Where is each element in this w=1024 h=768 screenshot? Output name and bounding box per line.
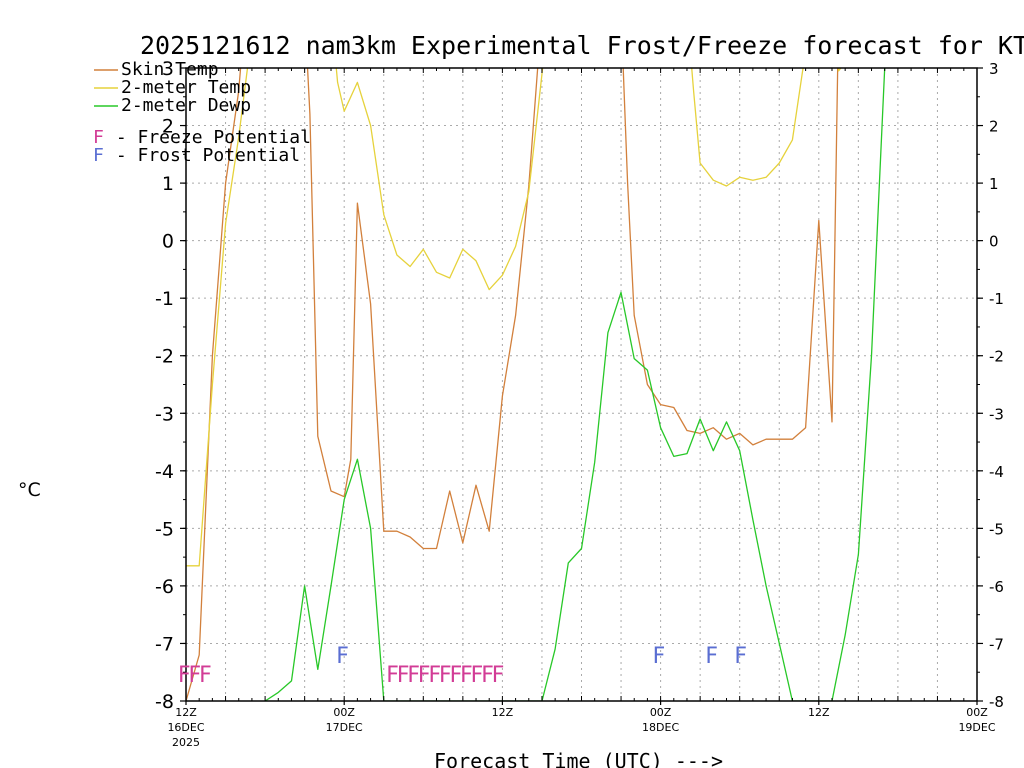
y-tick-label: -5 xyxy=(155,518,174,540)
y-tick-label-right: -3 xyxy=(989,405,1004,423)
y-tick-label-right: -5 xyxy=(989,520,1004,538)
frost-potential-mark: F xyxy=(336,644,349,669)
y-tick-label-right: 1 xyxy=(989,175,999,193)
y-tick-label: -6 xyxy=(155,576,174,598)
x-tick-label: 00Z xyxy=(333,706,355,719)
y-tick-label-right: 3 xyxy=(989,60,999,78)
legend-label: Skin Temp xyxy=(121,59,219,80)
x-tick-label: 17DEC xyxy=(326,721,363,734)
freeze-potential-mark: F xyxy=(178,663,191,688)
freeze-potential-mark: F xyxy=(460,663,473,688)
legend-label: 2-meter Dewp xyxy=(121,95,251,116)
freeze-potential-mark: F xyxy=(439,663,452,688)
freeze-potential-mark: F xyxy=(471,663,484,688)
y-tick-label-right: 0 xyxy=(989,233,999,251)
plot-frame xyxy=(185,67,978,702)
x-tick-label: 16DEC xyxy=(167,721,204,734)
y-tick-label: -2 xyxy=(155,346,174,368)
freeze-potential-mark: F xyxy=(397,663,410,688)
x-tick-label: 12Z xyxy=(175,706,197,719)
frost-potential-mark: F xyxy=(705,644,718,669)
legend-potential-label: - Freeze Potential xyxy=(105,127,311,148)
y-tick-label-right: 2 xyxy=(989,118,999,136)
y-tick-label-right: -1 xyxy=(989,290,1004,308)
y-tick-label: -1 xyxy=(155,288,174,310)
y-tick-label: 2 xyxy=(162,116,174,138)
freeze-potential-mark: F xyxy=(492,663,505,688)
x-tick-label: 12Z xyxy=(492,706,514,719)
legend-potential-letter: F xyxy=(93,145,104,166)
y-axis: 3 3 2 2 1 1 0 0 -1 -1 -2 -2 -3 -3 -4 -4 -5 -5 -6 -6 -7 -7 -8 -8 xyxy=(155,58,1004,713)
freeze-potential-mark: F xyxy=(407,663,420,688)
x-tick-label: 00Z xyxy=(966,706,988,719)
x-tick-label: 19DEC xyxy=(958,721,995,734)
y-tick-label: 0 xyxy=(162,231,174,253)
freeze-potential-mark: F xyxy=(199,663,212,688)
freeze-potential-mark: F xyxy=(450,663,463,688)
freeze-potential-mark: F xyxy=(481,663,494,688)
y-axis-label: °C xyxy=(18,479,41,501)
y-tick-label: 1 xyxy=(162,173,174,195)
frost-potential-mark: F xyxy=(734,644,747,669)
y-tick-label: -4 xyxy=(155,461,174,483)
frost-potential-mark: F xyxy=(653,644,666,669)
chart-title: 2025121612 nam3km Experimental Frost/Fre… xyxy=(140,31,1024,60)
series-line-2-meter-dewp xyxy=(264,68,886,701)
freeze-potential-mark: F xyxy=(428,663,441,688)
freeze-potential-mark: F xyxy=(386,663,399,688)
y-tick-label-right: -2 xyxy=(989,348,1004,366)
x-axis-label: Forecast Time (UTC) ---> xyxy=(434,749,723,768)
y-tick-label: -3 xyxy=(155,403,174,425)
x-tick-label: 2025 xyxy=(172,736,200,749)
y-tick-label-right: -8 xyxy=(989,693,1004,711)
y-tick-label-right: -7 xyxy=(989,635,1004,653)
series-lines xyxy=(186,68,886,701)
y-tick-label: -8 xyxy=(155,691,174,713)
legend-potential-letter: F xyxy=(93,127,104,148)
grid-lines xyxy=(186,68,977,701)
legend-potential-label: - Frost Potential xyxy=(105,145,300,166)
legend-label: 2-meter Temp xyxy=(121,77,251,98)
y-tick-label-right: -6 xyxy=(989,578,1004,596)
y-tick-label-right: -4 xyxy=(989,463,1004,481)
y-tick-label: 3 xyxy=(162,58,174,80)
y-tick-label: -7 xyxy=(155,633,174,655)
x-tick-label: 12Z xyxy=(808,706,830,719)
x-tick-label: 18DEC xyxy=(642,721,679,734)
series-line-skin-temp xyxy=(186,68,839,701)
freeze-potential-mark: F xyxy=(418,663,431,688)
x-tick-label: 00Z xyxy=(650,706,672,719)
series-line-2-meter-temp xyxy=(186,68,842,567)
freeze-potential-mark: F xyxy=(189,663,202,688)
x-axis: 12Z 16DEC 2025 00Z 17DEC 12Z 00Z 18DEC 12Z 00Z 19D… xyxy=(167,68,996,749)
